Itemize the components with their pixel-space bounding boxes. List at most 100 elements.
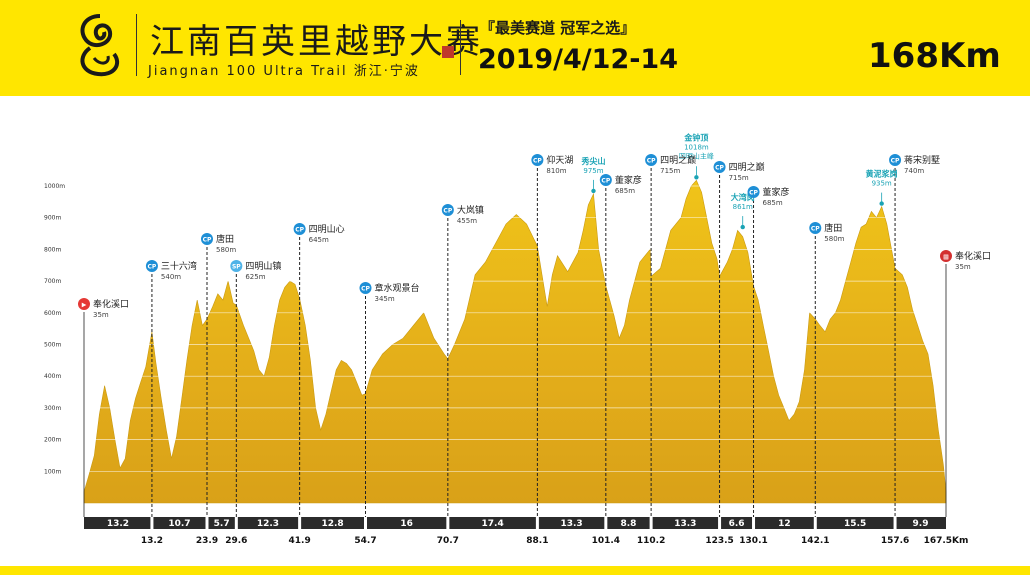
checkpoint-icon — [359, 282, 372, 294]
segment-divider — [813, 517, 817, 529]
y-tick-label: 500m — [44, 342, 61, 349]
peak-name: 金钟顶 — [683, 132, 708, 142]
peak-altitude: 935m — [872, 180, 892, 188]
km-label: 70.7 — [437, 536, 459, 546]
km-label: 41.9 — [289, 536, 311, 546]
race-distance: 168Km — [868, 36, 1001, 76]
checkpoint-icon — [599, 174, 612, 186]
header-divider — [460, 20, 461, 75]
checkpoint-icon-glyph: CP — [811, 226, 820, 233]
checkpoint-altitude: 740m — [904, 167, 924, 175]
peak-altitude: 975m — [583, 167, 603, 175]
km-label: 157.6 — [881, 536, 909, 546]
checkpoint-icon-glyph: ▶ — [82, 302, 87, 309]
checkpoint-name: 仰天湖 — [546, 154, 573, 166]
segment-length-label: 12.3 — [257, 519, 279, 529]
checkpoint-icon-glyph: CP — [891, 158, 900, 165]
y-tick-label: 200m — [44, 437, 61, 444]
km-label: 88.1 — [526, 536, 548, 546]
y-tick-label: 600m — [44, 310, 61, 317]
segment-divider — [649, 517, 653, 529]
checkpoint-icon — [940, 250, 952, 262]
km-label: 23.9 — [196, 536, 218, 546]
checkpoint-altitude: 455m — [457, 217, 477, 225]
peak-name: 秀尖山 — [580, 156, 605, 166]
checkpoint-icon — [645, 154, 658, 166]
peak-marker — [694, 175, 699, 180]
checkpoint-name: 唐田 — [216, 233, 234, 245]
checkpoint-icon — [441, 204, 454, 216]
checkpoint-altitude: 625m — [245, 273, 265, 281]
segment-length-label: 12 — [778, 519, 791, 529]
peak-name: 大湾岗 — [731, 192, 755, 202]
checkpoint-icon-glyph: SP — [232, 264, 241, 271]
checkpoint-altitude: 35m — [955, 263, 971, 271]
checkpoint-icon-glyph: CP — [749, 190, 758, 197]
segment-divider — [446, 517, 450, 529]
segment-length-label: 17.4 — [482, 519, 504, 529]
segment-length-label: 13.3 — [674, 519, 696, 529]
logo-divider — [136, 14, 137, 76]
segment-divider — [150, 517, 154, 529]
y-tick-label: 100m — [44, 468, 61, 475]
checkpoint-name: 董家彦 — [763, 186, 790, 198]
y-tick-label: 1000m — [44, 183, 65, 190]
peak-marker — [591, 188, 596, 194]
km-label: 13.2 — [141, 536, 163, 546]
peak-name: 黄泥浆岗 — [866, 169, 898, 179]
checkpoint-name: 章水观景台 — [375, 282, 420, 294]
checkpoint-icon — [713, 161, 726, 173]
checkpoint-icon — [747, 186, 760, 198]
km-label: 130.1 — [739, 536, 767, 546]
km-label: 167.5Km — [924, 536, 969, 546]
km-label: 54.7 — [354, 536, 376, 546]
checkpoint-icon-glyph: CP — [443, 208, 452, 215]
checkpoint-altitude: 715m — [729, 174, 749, 182]
km-label: 101.4 — [592, 536, 620, 546]
checkpoint-altitude: 685m — [763, 199, 783, 207]
checkpoint-name: 三十六湾 — [161, 260, 197, 272]
checkpoint-icon — [531, 154, 544, 166]
footer-band — [0, 566, 1030, 575]
checkpoint-icon-glyph: CP — [295, 227, 304, 234]
checkpoint-icon-glyph: CP — [203, 237, 212, 244]
checkpoint-name: 四明山镇 — [245, 260, 281, 272]
checkpoint-icon-glyph: CP — [361, 286, 370, 293]
checkpoint-icon-glyph: CP — [715, 165, 724, 172]
checkpoint-altitude: 345m — [375, 295, 395, 303]
header-banner: 江南百英里越野大赛 Jiangnan 100 Ultra Trail 浙江·宁波… — [0, 0, 1030, 96]
segment-divider — [298, 517, 302, 529]
y-tick-label: 900m — [44, 215, 61, 222]
segment-divider — [205, 517, 209, 529]
km-label: 110.2 — [637, 536, 665, 546]
checkpoint-name: 唐田 — [824, 222, 842, 234]
segment-divider — [752, 517, 756, 529]
checkpoint-name: 董家彦 — [615, 174, 642, 186]
checkpoint-name: 大岚镇 — [457, 204, 484, 216]
checkpoint-icon — [145, 260, 158, 272]
checkpoint-icon — [889, 154, 902, 166]
segment-length-label: 10.7 — [168, 519, 190, 529]
y-tick-label: 400m — [44, 373, 61, 380]
checkpoint-icon-glyph: ▦ — [943, 254, 949, 261]
segment-divider — [364, 517, 368, 529]
segment-length-label: 16 — [400, 519, 413, 529]
segment-divider — [893, 517, 897, 529]
segment-divider — [535, 517, 539, 529]
peak-altitude: 1018m — [684, 143, 709, 151]
km-label: 29.6 — [225, 536, 247, 546]
checkpoint-altitude: 540m — [161, 273, 181, 281]
checkpoint-name: 四明之巅 — [729, 161, 765, 173]
segment-length-label: 12.8 — [321, 519, 343, 529]
peak-marker — [740, 224, 745, 230]
peak-altitude: 861m — [733, 203, 753, 211]
segment-length-label: 8.8 — [620, 519, 636, 529]
segment-length-label: 15.5 — [844, 519, 866, 529]
checkpoint-altitude: 580m — [824, 235, 844, 243]
checkpoint-icon — [78, 298, 90, 310]
km-label: 142.1 — [801, 536, 829, 546]
segment-divider — [718, 517, 722, 529]
checkpoint-altitude: 580m — [216, 246, 236, 254]
checkpoint-icon — [293, 223, 306, 235]
slogan: 『最美赛道 冠军之选』 — [480, 19, 636, 37]
